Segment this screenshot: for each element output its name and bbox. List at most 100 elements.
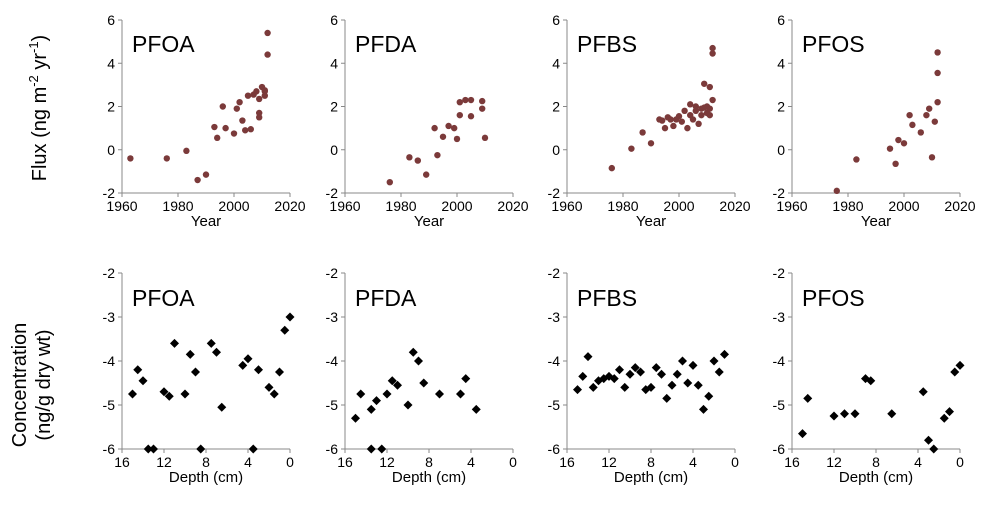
data-point (678, 356, 687, 366)
data-point (453, 135, 461, 143)
data-point (628, 145, 635, 152)
y-tick-label: -3 (548, 309, 561, 325)
x-tick-label: 12 (826, 454, 842, 470)
y-tick-label: -3 (773, 309, 786, 325)
data-point (149, 444, 158, 454)
data-point (866, 376, 876, 386)
data-point (456, 98, 463, 106)
x-tick-label: 2020 (497, 198, 528, 214)
data-point (945, 407, 954, 417)
y-tick-label: 2 (107, 99, 115, 115)
data-point (285, 312, 295, 322)
y-tick-label: 4 (777, 55, 785, 71)
data-point (196, 444, 206, 454)
bottom-y-axis-label-line2: (ng/g dry wt) (33, 329, 55, 440)
data-point (573, 385, 582, 395)
data-point (934, 49, 941, 56)
panel-pfoa-concentration: -2 -3 -4 -5 -616 12 8 4 0 Depth (cm) PFOA (103, 265, 295, 486)
y-tick-label: 6 (777, 12, 785, 28)
data-point (720, 349, 729, 359)
data-point (678, 118, 685, 125)
x-tick-label: 1960 (329, 198, 360, 214)
top-y-axis-label: Flux (ng m-2 yr-1) (26, 35, 51, 181)
data-point (206, 338, 216, 348)
data-point (714, 367, 724, 377)
x-tick-label: 1980 (832, 198, 863, 214)
data-point (387, 376, 397, 386)
data-point (709, 356, 719, 366)
data-point (803, 393, 813, 403)
y-tick-label: 0 (552, 142, 560, 158)
data-point (445, 122, 452, 130)
data-point (219, 103, 226, 110)
data-point (709, 50, 716, 57)
data-point (681, 107, 688, 115)
y-tick-label: 0 (330, 142, 338, 158)
data-point (202, 171, 210, 178)
y-tick-label: -5 (548, 397, 561, 413)
data-point (667, 116, 674, 123)
data-point (672, 369, 682, 379)
data-point (689, 116, 697, 123)
data-point (403, 400, 413, 410)
data-point (386, 178, 393, 186)
data-point (699, 404, 708, 414)
y-tick-label: -6 (326, 441, 339, 457)
data-point (434, 151, 441, 159)
x-tick-label: 12 (156, 454, 172, 470)
y-tick-label: -3 (103, 309, 116, 325)
data-point (351, 413, 360, 423)
x-tick-label: 12 (601, 454, 617, 470)
data-point (625, 369, 635, 379)
data-point (269, 389, 279, 399)
data-point (414, 157, 421, 164)
x-tick-label: 1980 (385, 198, 416, 214)
data-point (829, 411, 839, 421)
data-point (620, 382, 630, 392)
data-point (939, 413, 949, 423)
data-point (382, 389, 392, 399)
data-point (479, 97, 486, 105)
data-point (159, 387, 169, 397)
data-point (706, 83, 713, 91)
x-axis-title: Depth (cm) (169, 469, 243, 486)
data-point (887, 409, 897, 419)
data-point (798, 429, 807, 439)
data-point (256, 95, 263, 103)
data-point (264, 29, 271, 37)
data-point (709, 44, 716, 52)
data-point (254, 365, 263, 375)
data-point (647, 140, 655, 147)
y-tick-label: 0 (107, 142, 115, 158)
y-tick-label: -4 (326, 353, 339, 369)
panel-pfbs-concentration: -2 -3 -4 -5 -616 12 8 4 0 Depth (cm) PFBS (548, 265, 740, 486)
x-tick-label: 2000 (218, 198, 249, 214)
data-point (230, 130, 238, 137)
x-axis-title: Year (414, 213, 444, 230)
data-point (183, 147, 190, 155)
x-tick-label: 1980 (162, 198, 193, 214)
x-tick-label: 8 (872, 454, 880, 470)
x-tick-label: 0 (286, 454, 294, 470)
x-axis-title: Year (861, 213, 891, 230)
data-point (683, 378, 693, 388)
data-point (684, 124, 691, 132)
y-tick-label: -2 (326, 185, 339, 201)
y-tick-label: -2 (103, 265, 116, 281)
data-point (479, 105, 486, 112)
data-point (687, 101, 694, 108)
data-point (127, 155, 134, 162)
data-point (214, 134, 221, 142)
x-axis-title: Year (191, 213, 221, 230)
data-point (211, 123, 218, 131)
x-tick-label: 4 (689, 454, 697, 470)
x-tick-label: 4 (914, 454, 922, 470)
data-point (934, 69, 941, 77)
data-point (609, 374, 619, 384)
y-tick-label: 4 (107, 55, 115, 71)
x-axis-title: Year (636, 213, 666, 230)
data-point (247, 126, 254, 133)
data-point (256, 109, 263, 117)
ylabel-part: Flux (ng m (29, 87, 51, 181)
